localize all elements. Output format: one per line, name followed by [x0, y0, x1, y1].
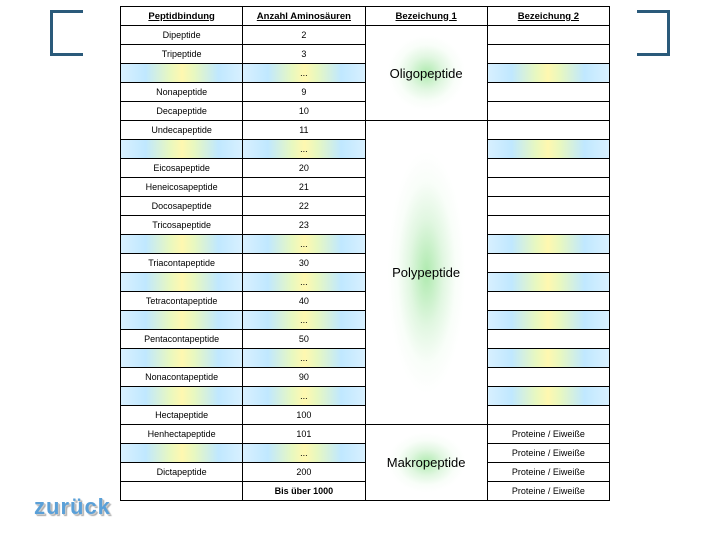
cell-bez2	[487, 26, 609, 45]
header-anzahl: Anzahl Aminosäuren	[243, 7, 365, 26]
back-button[interactable]: zurück	[34, 494, 111, 520]
cell-count: ...	[243, 311, 365, 330]
cell-bez2	[487, 292, 609, 311]
header-peptidbindung: Peptidbindung	[121, 7, 243, 26]
bracket-right	[637, 10, 670, 56]
table-row: Dipeptide2Oligopeptide	[121, 26, 610, 45]
cell-name	[121, 64, 243, 83]
cell-bez2	[487, 254, 609, 273]
cell-name: Tripeptide	[121, 45, 243, 64]
cell-bez2	[487, 349, 609, 368]
cell-bez2: Proteine / Eiweiße	[487, 482, 609, 501]
bracket-left	[50, 10, 83, 56]
cell-bez2: Proteine / Eiweiße	[487, 463, 609, 482]
cell-bez2	[487, 64, 609, 83]
cell-bez2	[487, 121, 609, 140]
cell-name: Henhectapeptide	[121, 425, 243, 444]
cell-bez2	[487, 197, 609, 216]
table-header-row: Peptidbindung Anzahl Aminosäuren Bezeich…	[121, 7, 610, 26]
cell-count: ...	[243, 349, 365, 368]
cell-bez2	[487, 216, 609, 235]
cell-name	[121, 482, 243, 501]
cell-count: 22	[243, 197, 365, 216]
peptide-table: Peptidbindung Anzahl Aminosäuren Bezeich…	[120, 6, 610, 501]
cell-name	[121, 311, 243, 330]
cell-name: Undecapeptide	[121, 121, 243, 140]
cell-count: ...	[243, 64, 365, 83]
category-label: Makropeptide	[387, 455, 466, 470]
cell-name: Docosapeptide	[121, 197, 243, 216]
cell-count: ...	[243, 387, 365, 406]
cell-count: 21	[243, 178, 365, 197]
cell-count: Bis über 1000	[243, 482, 365, 501]
cell-name: Decapeptide	[121, 102, 243, 121]
cell-bez2: Proteine / Eiweiße	[487, 425, 609, 444]
cell-bez2	[487, 330, 609, 349]
cell-count: 2	[243, 26, 365, 45]
cell-name: Nonapeptide	[121, 83, 243, 102]
cell-count: 3	[243, 45, 365, 64]
cell-bez2	[487, 273, 609, 292]
cell-bez2	[487, 406, 609, 425]
cell-name: Eicosapeptide	[121, 159, 243, 178]
category-cell: Polypeptide	[365, 121, 487, 425]
cell-count: 40	[243, 292, 365, 311]
cell-bez2	[487, 387, 609, 406]
cell-count: 90	[243, 368, 365, 387]
cell-name: Pentacontapeptide	[121, 330, 243, 349]
cell-count: ...	[243, 273, 365, 292]
cell-bez2	[487, 102, 609, 121]
header-bez1: Bezeichung 1	[365, 7, 487, 26]
cell-name	[121, 387, 243, 406]
category-cell: Oligopeptide	[365, 26, 487, 121]
category-label: Oligopeptide	[390, 66, 463, 81]
cell-bez2	[487, 235, 609, 254]
cell-count: 200	[243, 463, 365, 482]
cell-count: 11	[243, 121, 365, 140]
cell-count: 9	[243, 83, 365, 102]
cell-count: 101	[243, 425, 365, 444]
cell-name: Dictapeptide	[121, 463, 243, 482]
cell-name: Heneicosapeptide	[121, 178, 243, 197]
cell-bez2: Proteine / Eiweiße	[487, 444, 609, 463]
cell-bez2	[487, 83, 609, 102]
cell-name: Hectapeptide	[121, 406, 243, 425]
cell-name	[121, 235, 243, 254]
cell-name: Triacontapeptide	[121, 254, 243, 273]
cell-bez2	[487, 159, 609, 178]
cell-count: 10	[243, 102, 365, 121]
cell-bez2	[487, 368, 609, 387]
peptide-table-wrap: Peptidbindung Anzahl Aminosäuren Bezeich…	[120, 6, 610, 501]
cell-count: 30	[243, 254, 365, 273]
cell-count: 20	[243, 159, 365, 178]
cell-bez2	[487, 140, 609, 159]
cell-bez2	[487, 45, 609, 64]
cell-count: 100	[243, 406, 365, 425]
cell-name: Dipeptide	[121, 26, 243, 45]
cell-name: Nonacontapeptide	[121, 368, 243, 387]
table-row: Henhectapeptide101MakropeptideProteine /…	[121, 425, 610, 444]
cell-name	[121, 444, 243, 463]
table-row: Undecapeptide11Polypeptide	[121, 121, 610, 140]
cell-name: Tetracontapeptide	[121, 292, 243, 311]
cell-count: ...	[243, 444, 365, 463]
cell-count: ...	[243, 235, 365, 254]
cell-bez2	[487, 178, 609, 197]
category-label: Polypeptide	[392, 265, 460, 280]
header-bez2: Bezeichung 2	[487, 7, 609, 26]
category-cell: Makropeptide	[365, 425, 487, 501]
cell-bez2	[487, 311, 609, 330]
cell-count: ...	[243, 140, 365, 159]
cell-count: 23	[243, 216, 365, 235]
cell-name: Tricosapeptide	[121, 216, 243, 235]
cell-count: 50	[243, 330, 365, 349]
cell-name	[121, 349, 243, 368]
cell-name	[121, 140, 243, 159]
cell-name	[121, 273, 243, 292]
